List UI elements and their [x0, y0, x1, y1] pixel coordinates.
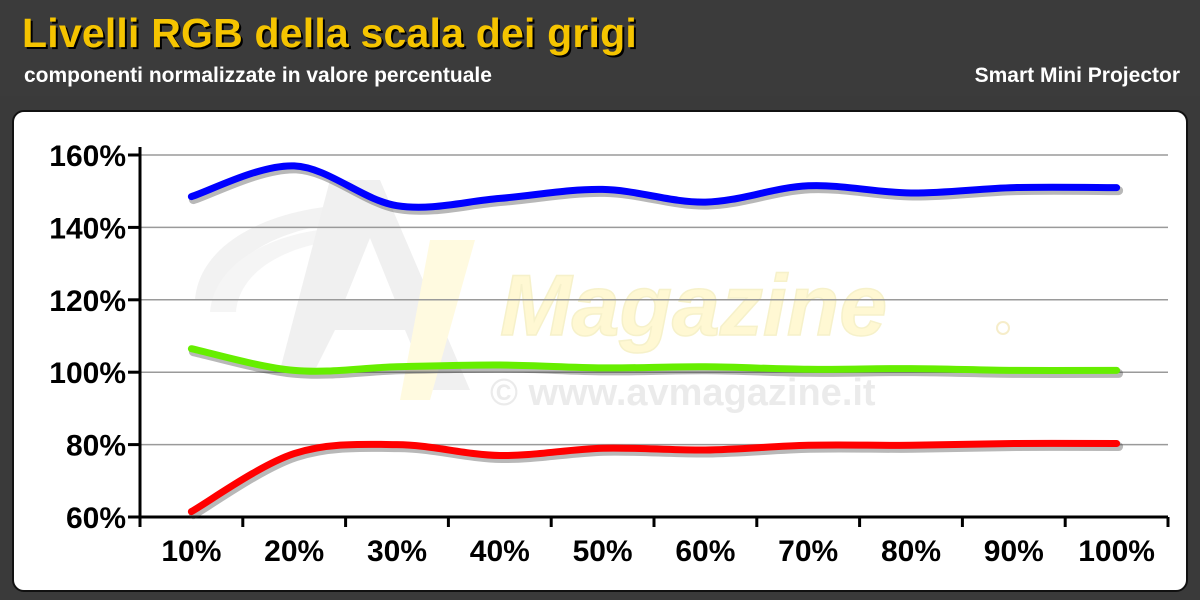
x-tick-label: 90% [984, 535, 1044, 568]
x-tick-label: 20% [264, 535, 324, 568]
x-axis-labels: 10% 20% 30% 40% 50% 60% 70% 80% 90% 100% [161, 535, 1155, 568]
series-lines [187, 162, 1124, 520]
axes [128, 147, 1170, 527]
series-line-2 [187, 345, 1121, 375]
av-logo-icon [195, 180, 475, 400]
x-tick-label: 40% [470, 535, 530, 568]
avmagazine-watermark: Magazine © www.avmagazine.it [195, 180, 1010, 414]
x-tick-label: 50% [573, 535, 633, 568]
x-tick-label: 80% [881, 535, 941, 568]
chart-title: Livelli RGB della scala dei grigi [22, 10, 637, 56]
watermark-brand: Magazine [500, 258, 887, 354]
y-tick-label: 60% [66, 502, 126, 535]
x-tick-label: 30% [367, 535, 427, 568]
y-tick-label: 160% [49, 140, 126, 173]
y-tick-label: 120% [49, 285, 126, 318]
x-tick-label: 100% [1078, 535, 1155, 568]
device-name: Smart Mini Projector [974, 64, 1180, 87]
x-tick-label: 60% [675, 535, 735, 568]
y-axis-labels: 60% 80% 100% 120% 140% 160% [49, 140, 126, 535]
header: Livelli RGB della scala dei grigi compon… [0, 0, 1200, 96]
series-line-0 [187, 162, 1121, 211]
x-tick-label: 70% [778, 535, 838, 568]
watermark-url: © www.avmagazine.it [490, 372, 876, 414]
chart-subtitle: componenti normalizzate in valore percen… [24, 64, 492, 87]
y-tick-label: 80% [66, 430, 126, 463]
series-line-shadow [188, 441, 1124, 520]
x-tick-label: 10% [161, 535, 221, 568]
y-tick-label: 100% [49, 357, 126, 390]
y-tick-label: 140% [49, 212, 126, 245]
series-line-1 [187, 439, 1121, 516]
